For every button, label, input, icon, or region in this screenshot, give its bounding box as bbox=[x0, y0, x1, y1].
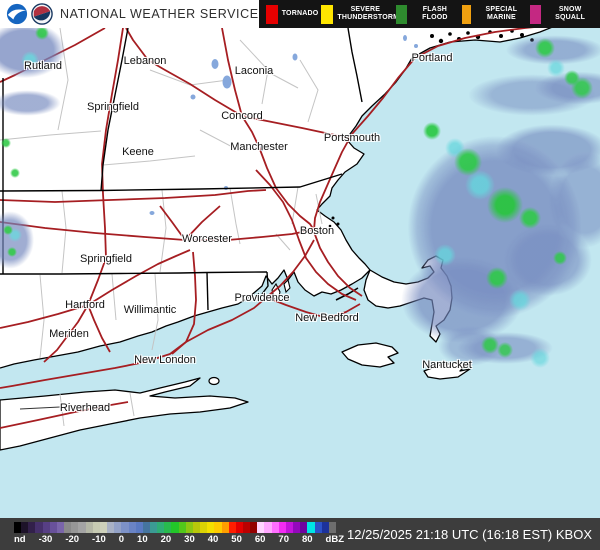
legend-item: TORNADO bbox=[265, 4, 319, 24]
colorbar-segment bbox=[92, 522, 100, 533]
legend-label: SNOW SQUALL bbox=[555, 5, 586, 21]
colorbar-tick: 50 bbox=[231, 534, 242, 545]
colorbar-tick: 20 bbox=[160, 534, 172, 545]
legend-label: FLASH FLOOD bbox=[422, 5, 448, 21]
legend-item: SNOW SQUALL bbox=[530, 4, 595, 24]
colorbar-tick: -30 bbox=[38, 534, 53, 545]
legend-item: SEVERE THUNDERSTORM bbox=[321, 4, 400, 24]
colorbar-segment bbox=[314, 522, 322, 533]
colorbar-segment bbox=[250, 522, 258, 533]
colorbar-segment bbox=[14, 522, 22, 533]
colorbar-segment bbox=[135, 522, 143, 533]
colorbar-segment bbox=[328, 522, 337, 533]
colorbar-segment bbox=[300, 522, 308, 533]
colorbar-segment bbox=[185, 522, 193, 533]
colorbar-segment bbox=[164, 522, 172, 533]
colorbar-segment bbox=[64, 522, 72, 533]
legend-label: SEVERE THUNDERSTORM bbox=[337, 5, 400, 21]
colorbar-segment bbox=[157, 522, 165, 533]
colorbar-segment bbox=[35, 522, 43, 533]
colorbar-segment bbox=[257, 522, 265, 533]
colorbar-segment bbox=[114, 522, 122, 533]
radar-map[interactable]: Rutland Lebanon Laconia Springfield Concord K… bbox=[0, 28, 600, 518]
colorbar-segment bbox=[264, 522, 272, 533]
colorbar-segment bbox=[228, 522, 236, 533]
colorbar-segment bbox=[207, 522, 215, 533]
colorbar-tick: -10 bbox=[92, 534, 106, 545]
colorbar-segment bbox=[214, 522, 222, 533]
basemap-layers bbox=[0, 28, 600, 518]
colorbar-segment bbox=[142, 522, 150, 533]
colorbar-segment bbox=[56, 522, 65, 533]
colorbar-segment bbox=[21, 522, 29, 533]
colorbar-segment bbox=[178, 522, 186, 533]
legend-swatch bbox=[396, 4, 408, 24]
timestamp-label: 12/25/2025 21:18 UTC (16:18 EST) KBOX bbox=[347, 526, 592, 542]
colorbar-tick: 60 bbox=[254, 534, 266, 545]
colorbar-tick: 10 bbox=[137, 534, 148, 545]
colorbar-segment bbox=[107, 522, 115, 533]
colorbar-segment bbox=[235, 522, 243, 533]
colorbar-segment bbox=[49, 522, 57, 533]
block-island bbox=[208, 376, 220, 386]
reflectivity-colorbar: nd -30 -20 -10 0 10 20 30 40 50 60 70 80 dBZ bbox=[0, 518, 347, 550]
colorbar-segment bbox=[42, 522, 50, 533]
legend-label: SPECIAL MARINE bbox=[485, 5, 518, 21]
legend-swatch bbox=[321, 4, 334, 24]
legend-label: TORNADO bbox=[281, 9, 319, 17]
noaa-logo-icon bbox=[6, 3, 28, 25]
colorbar-segment bbox=[200, 522, 208, 533]
page-title: NATIONAL WEATHER SERVICE bbox=[60, 7, 259, 21]
legend-swatch bbox=[461, 4, 472, 24]
colorbar-segment bbox=[293, 522, 301, 533]
colorbar-segment bbox=[128, 522, 136, 533]
legend-item: SPECIAL MARINE bbox=[461, 4, 528, 24]
colorbar-tick: 40 bbox=[207, 534, 219, 545]
legend-swatch bbox=[530, 4, 542, 24]
colorbar-tick: 30 bbox=[184, 534, 195, 545]
colorbar-segment bbox=[28, 522, 36, 533]
warning-legend: TORNADO SEVERE THUNDERSTORM FLASH FLOOD SPE… bbox=[258, 0, 600, 28]
colorbar-segment bbox=[285, 522, 294, 533]
nws-logo-icon bbox=[31, 3, 53, 25]
colorbar-segment bbox=[192, 522, 201, 533]
colorbar-segment bbox=[71, 522, 79, 533]
colorbar-tick: nd bbox=[14, 534, 26, 545]
header-bar: NATIONAL WEATHER SERVICE TORNADO SEVERE T… bbox=[0, 0, 600, 28]
colorbar-segment bbox=[171, 522, 179, 533]
colorbar-ticks: nd -30 -20 -10 0 10 20 30 40 50 60 70 80 dBZ bbox=[14, 534, 344, 545]
colorbar-tick: dBZ bbox=[325, 534, 344, 545]
colorbar-segment bbox=[221, 522, 229, 533]
legend-item: FLASH FLOOD bbox=[396, 4, 458, 24]
colorbar-segment bbox=[99, 522, 108, 533]
colorbar-tick: 0 bbox=[118, 534, 125, 545]
colorbar-segment bbox=[121, 522, 129, 533]
colorbar-segment bbox=[271, 522, 279, 533]
colorbar-segment bbox=[85, 522, 93, 533]
logo-group bbox=[0, 3, 53, 25]
colorbar-tick: 70 bbox=[278, 534, 289, 545]
colorbar-segment bbox=[307, 522, 315, 533]
colorbar-tick: 80 bbox=[301, 534, 313, 545]
status-bar: nd -30 -20 -10 0 10 20 30 40 50 60 70 80 dBZ 12/25/20… bbox=[0, 518, 600, 550]
colorbar-segment bbox=[321, 522, 329, 533]
legend-swatch bbox=[265, 4, 278, 24]
colorbar-segment bbox=[149, 522, 158, 533]
colorbar-segment bbox=[78, 522, 86, 533]
colorbar-tick: -20 bbox=[65, 534, 80, 545]
colorbar-segment bbox=[278, 522, 286, 533]
colorbar-segments bbox=[14, 522, 337, 533]
colorbar-segment bbox=[243, 522, 251, 533]
